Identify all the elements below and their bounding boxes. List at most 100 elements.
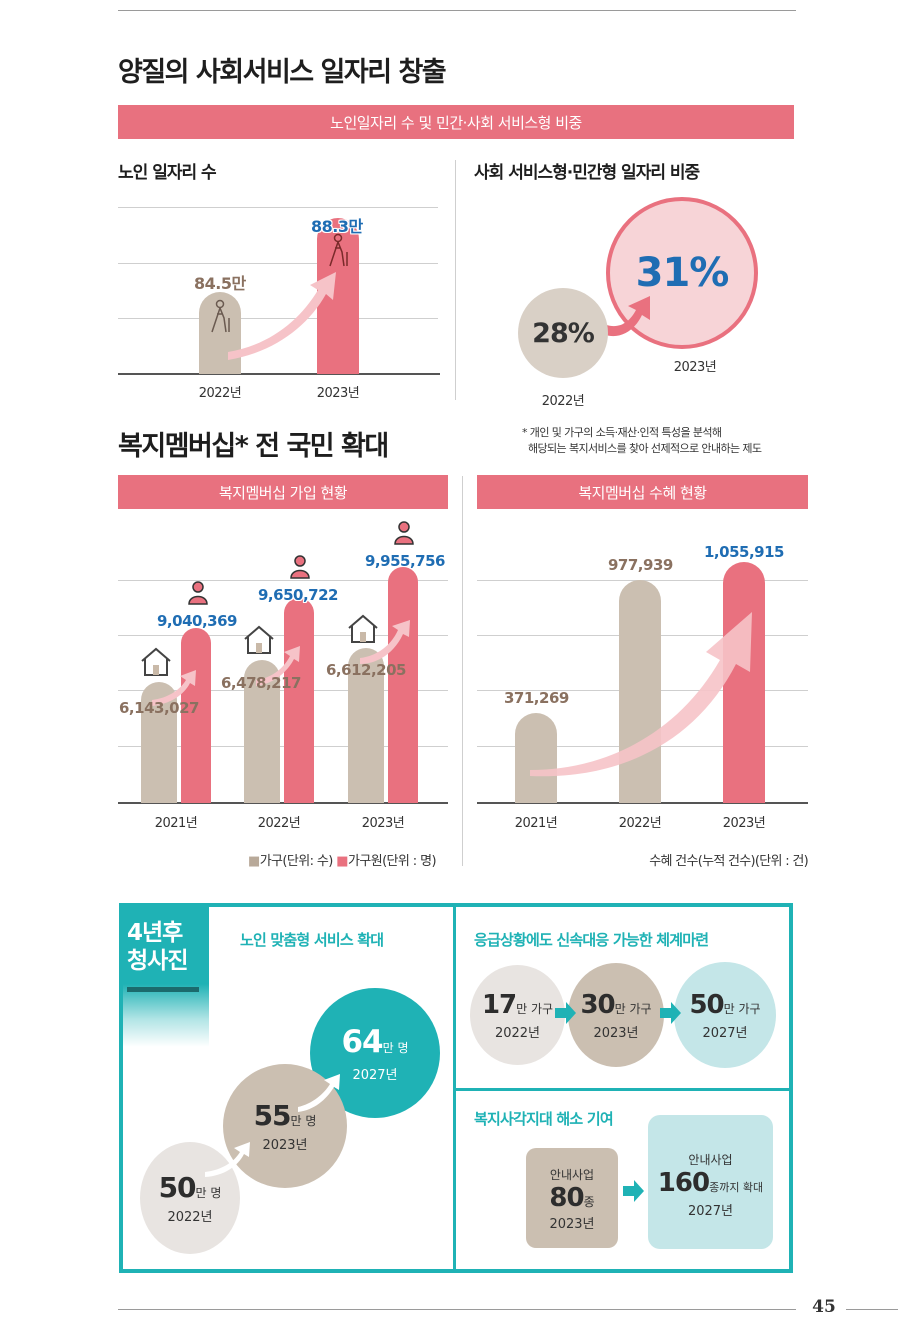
elderly-unit-2022: 만 명 [195, 1186, 222, 1200]
emergency-year-2027: 2027년 [702, 1025, 748, 1041]
elderly-unit-2027: 만 명 [382, 1040, 409, 1055]
bar-2022 [199, 292, 241, 374]
jobs-chart-title: 노인 일자리 수 [118, 163, 217, 183]
box-horizontal-divider [455, 1088, 791, 1091]
grid-line [118, 746, 448, 747]
footer-rule-right [846, 1309, 898, 1310]
blindspot-unit-2023: 종 [583, 1195, 595, 1209]
blindspot-card-2023: 안내사업 80종 2023년 [526, 1148, 618, 1248]
benefit-label-2022: 977,939 [608, 556, 673, 574]
x-label-2023: 2023년 [316, 386, 360, 401]
emergency-num-2027: 50 [689, 989, 724, 1020]
elderly-year-2023: 2023년 [262, 1138, 308, 1153]
benefit-label-2021: 371,269 [504, 689, 569, 707]
benefit-bar-2023 [723, 562, 765, 803]
household-bar-2023 [348, 648, 384, 803]
elderly-person-icon [329, 233, 348, 267]
growth-arrow [360, 620, 410, 664]
emergency-circle-2023: 30만 가구 2023년 [568, 963, 664, 1067]
page-number: 45 [804, 1297, 844, 1317]
person-icon [290, 555, 310, 579]
x-axis [118, 373, 440, 375]
section1-band: 노인일자리 수 및 민간·사회 서비스형 비중 [118, 105, 794, 139]
blindspot-year-2027: 2027년 [687, 1204, 734, 1219]
emergency-circle-2022: 17만 가구 2022년 [470, 965, 565, 1065]
share-chart-title: 사회 서비스형·민간형 일자리 비중 [474, 163, 700, 183]
elderly-circle-2023: 55만 명 2023년 [223, 1064, 347, 1188]
share-year-2022: 2022년 [541, 394, 585, 409]
blueprint-box [119, 903, 793, 1273]
emergency-unit-2022: 만 가구 [516, 1001, 554, 1016]
legend-swatch-household: ■ [248, 854, 260, 869]
x-label-2023: 2023년 [361, 816, 405, 831]
grid-line [118, 635, 448, 636]
share-value-2022: 28% [532, 317, 595, 349]
jobs-label-2023: 88.3만 [311, 217, 363, 236]
badge-line1: 4년후 [127, 920, 183, 946]
top-rule [118, 10, 796, 11]
blindspot-title: 복지사각지대 해소 기여 [474, 1110, 614, 1128]
blindspot-label-2027: 안내사업 [688, 1153, 733, 1167]
elderly-unit-2023: 만 명 [290, 1114, 317, 1128]
household-label-2021: 6,143,027 [119, 699, 199, 717]
blindspot-unit-2027: 종까지 확대 [709, 1181, 764, 1194]
elderly-circle-2022: 50만 명 2022년 [140, 1142, 240, 1254]
grid-line [118, 690, 448, 691]
emergency-num-2023: 30 [580, 989, 615, 1020]
section1-divider [455, 160, 456, 400]
grid-line [118, 318, 438, 319]
elderly-title: 노인 맞춤형 서비스 확대 [240, 931, 384, 949]
elderly-year-2027: 2027년 [352, 1067, 398, 1083]
legend-swatch-members: ■ [336, 854, 348, 869]
arrow-white [205, 1142, 250, 1177]
house-icon [348, 614, 378, 643]
arrow-teal [555, 1002, 576, 1024]
emergency-num-2022: 17 [481, 989, 517, 1020]
household-label-2023: 6,612,205 [326, 661, 406, 679]
membership-band: 복지멤버십 가입 현황 [118, 475, 448, 509]
member-label-2022: 9,650,722 [258, 586, 338, 604]
arrow-white [298, 1074, 340, 1112]
elderly-num-2027: 64 [341, 1023, 383, 1060]
emergency-unit-2023: 만 가구 [614, 1001, 652, 1016]
elderly-year-2022: 2022년 [167, 1210, 213, 1225]
x-axis [477, 802, 808, 804]
arrow-teal [623, 1180, 644, 1202]
member-label-2021: 9,040,369 [157, 612, 237, 630]
person-icon [188, 581, 208, 605]
elderly-person-icon [211, 299, 230, 333]
blindspot-num-2023: 80 [549, 1183, 584, 1213]
box-vertical-divider [453, 905, 456, 1271]
house-icon [244, 625, 274, 654]
grid-line [118, 207, 438, 208]
member-bar-2023 [388, 567, 418, 803]
emergency-unit-2027: 만 가구 [723, 1001, 761, 1016]
x-label-2021: 2021년 [154, 816, 198, 831]
x-label-2021: 2021년 [514, 816, 558, 831]
elderly-num-2023: 55 [253, 1099, 292, 1132]
footnote-line2: 해당되는 복지서비스를 찾아 선제적으로 안내하는 제도 [528, 442, 762, 455]
arrow-teal [660, 1002, 681, 1024]
membership-legend: ■가구(단위: 수) ■가구원(단위 : 명) [248, 850, 437, 869]
badge-line2: 청사진 [127, 948, 188, 974]
footnote-line1: * 개인 및 가구의 소득·재산·인적 특성을 분석해 [522, 426, 722, 439]
share-year-2023: 2023년 [673, 360, 717, 375]
elderly-num-2022: 50 [158, 1171, 197, 1204]
grid-line [118, 263, 438, 264]
section2-title: 복지멤버십* 전 국민 확대 [118, 431, 389, 462]
blindspot-label-2023: 안내사업 [549, 1168, 595, 1182]
member-bar-2022 [284, 598, 314, 803]
legend-members: 가구원(단위 : 명) [347, 854, 437, 869]
emergency-year-2022: 2022년 [494, 1025, 541, 1041]
growth-arrow [152, 670, 196, 706]
grid-line [118, 580, 448, 581]
emergency-title: 응급상황에도 신속대응 가능한 체계마련 [474, 931, 709, 949]
x-label-2022: 2022년 [257, 816, 301, 831]
member-bar-2021 [181, 628, 211, 803]
person-icon [394, 521, 414, 545]
blindspot-card-2027: 안내사업 160종까지 확대 2027년 [648, 1115, 773, 1249]
